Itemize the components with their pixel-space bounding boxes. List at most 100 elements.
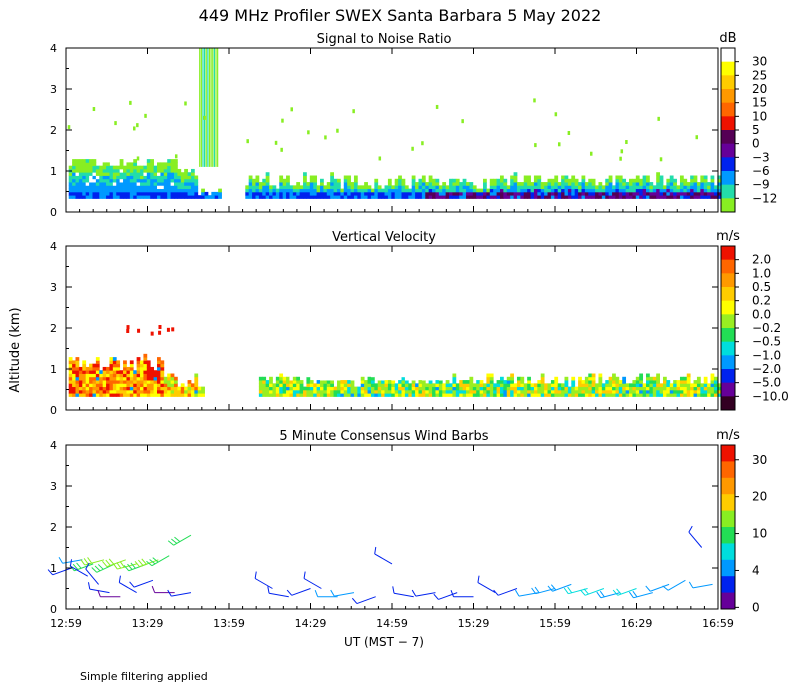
vv-cell bbox=[662, 376, 667, 381]
vv-cell bbox=[571, 380, 576, 384]
vv-cell bbox=[160, 373, 165, 378]
vv-cell bbox=[605, 380, 610, 384]
vv-cell bbox=[622, 376, 627, 381]
vv-cell bbox=[622, 380, 627, 384]
snr-cell bbox=[544, 182, 548, 186]
vv-cell bbox=[377, 380, 382, 384]
snr-cell bbox=[150, 162, 155, 167]
snr-cell bbox=[581, 188, 586, 193]
snr-cell bbox=[669, 178, 674, 183]
vv-cell bbox=[143, 383, 148, 388]
snr-cell bbox=[119, 182, 124, 186]
vv-cell bbox=[717, 393, 722, 397]
vv-cell bbox=[612, 383, 616, 388]
snr-cell bbox=[269, 185, 273, 190]
vv-cell bbox=[357, 386, 362, 391]
vv-cell bbox=[639, 393, 644, 397]
vv-cell bbox=[173, 376, 178, 381]
vv-cell bbox=[136, 383, 141, 388]
vv-cell bbox=[435, 393, 440, 397]
snr-cell bbox=[442, 195, 447, 199]
snr-cell bbox=[629, 185, 633, 190]
snr-cell bbox=[683, 178, 688, 183]
vv-cell bbox=[68, 393, 73, 397]
snr-cell bbox=[679, 182, 684, 186]
vv-cell bbox=[353, 386, 358, 391]
snr-cell bbox=[106, 172, 110, 176]
snr-cell bbox=[428, 188, 433, 193]
snr-cell bbox=[449, 178, 453, 183]
vv-cell bbox=[499, 376, 504, 381]
wind-barb bbox=[392, 586, 414, 598]
vv-cell bbox=[537, 383, 542, 388]
snr-cell bbox=[72, 185, 76, 190]
vv-cell bbox=[85, 366, 90, 371]
snr-cell bbox=[567, 191, 572, 196]
snr-cell bbox=[520, 191, 525, 196]
snr-cell bbox=[150, 178, 155, 183]
vv-cell bbox=[452, 373, 457, 378]
snr-cell bbox=[618, 195, 623, 199]
snr-cell bbox=[123, 182, 127, 186]
snr-cell bbox=[150, 185, 155, 190]
snr-cell bbox=[303, 188, 307, 193]
snr-cell bbox=[618, 178, 623, 183]
snr-cell bbox=[584, 195, 589, 199]
vv-cell bbox=[129, 393, 134, 397]
snr-cell bbox=[581, 185, 586, 190]
vv-cell bbox=[625, 386, 630, 391]
snr-cell bbox=[157, 195, 161, 199]
snr-cell bbox=[173, 165, 178, 170]
vv-cell bbox=[483, 383, 487, 388]
wind-barb-staff bbox=[415, 592, 436, 597]
snr-cell bbox=[523, 191, 528, 196]
vv-cell bbox=[469, 380, 474, 384]
vv-cell bbox=[119, 380, 124, 384]
vv-cell bbox=[533, 383, 538, 388]
wind-barb-flag bbox=[123, 565, 130, 572]
snr-cell bbox=[584, 188, 589, 193]
vv-cell bbox=[129, 380, 134, 384]
vv-cell bbox=[116, 366, 121, 371]
vv-cell bbox=[510, 376, 514, 381]
snr-cell bbox=[112, 182, 117, 186]
vv-cell bbox=[92, 363, 97, 368]
vv-cell bbox=[190, 393, 195, 397]
snr-cell bbox=[347, 175, 351, 180]
vv-cell bbox=[123, 363, 127, 368]
snr-cell bbox=[374, 178, 379, 183]
wind-barb-flag bbox=[97, 589, 101, 597]
snr-cell bbox=[499, 175, 504, 180]
vv-cell bbox=[150, 370, 155, 374]
snr-cell bbox=[99, 195, 104, 199]
vv-cell bbox=[112, 363, 117, 368]
wind-barb-flag bbox=[477, 575, 480, 583]
snr-cell bbox=[432, 178, 436, 183]
snr-cell bbox=[649, 191, 654, 196]
vv-cell bbox=[656, 393, 660, 397]
snr-cell bbox=[313, 188, 318, 193]
vv-cell bbox=[180, 386, 185, 391]
snr-cell bbox=[367, 188, 372, 193]
snr-cell bbox=[547, 178, 552, 183]
snr-cell bbox=[78, 159, 83, 163]
vv-cell bbox=[309, 386, 314, 391]
snr-cell bbox=[615, 185, 620, 190]
snr-cell bbox=[265, 195, 270, 199]
snr-cell bbox=[540, 195, 545, 199]
snr-cell bbox=[516, 182, 521, 186]
vv-cell bbox=[401, 386, 406, 391]
colorbar-swatch bbox=[721, 461, 735, 479]
vv-cell bbox=[537, 393, 542, 397]
vv-cell bbox=[561, 389, 565, 394]
snr-cell bbox=[459, 182, 464, 186]
vv-cell bbox=[574, 389, 579, 394]
vv-cell bbox=[364, 383, 368, 388]
vv-cell bbox=[82, 380, 87, 384]
vv-cell bbox=[309, 380, 314, 384]
vv-cell bbox=[109, 360, 114, 365]
snr-cell bbox=[82, 162, 87, 167]
snr-cell bbox=[92, 182, 97, 186]
wind-barb-flag bbox=[632, 590, 638, 598]
y-tick-label: 3 bbox=[50, 281, 57, 294]
